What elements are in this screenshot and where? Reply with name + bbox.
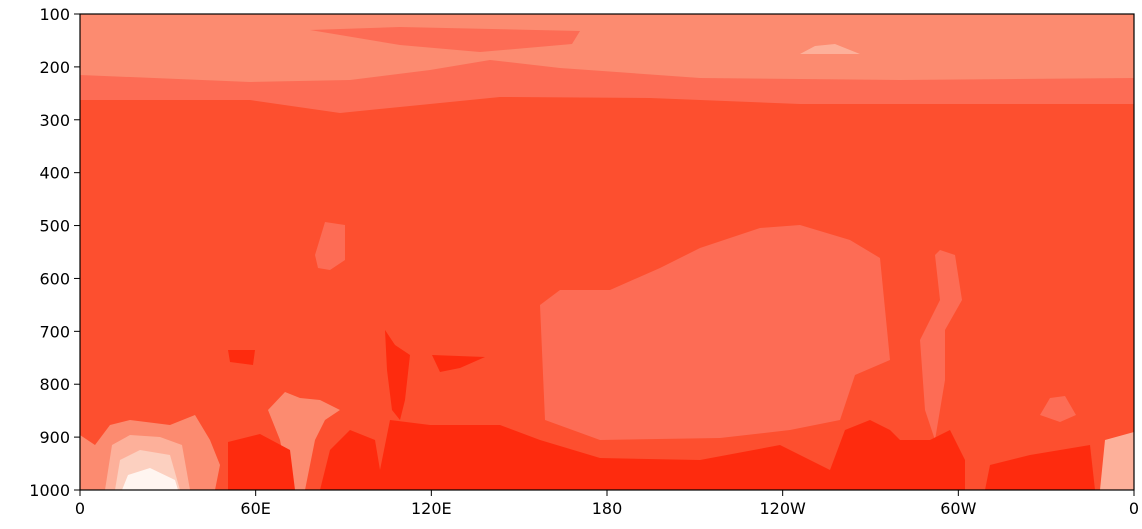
x-tick-label: 120W (759, 499, 806, 518)
x-tick-label: 60E (240, 499, 270, 518)
x-tick-label: 120E (411, 499, 452, 518)
x-tick-label: 0 (1129, 499, 1139, 518)
y-tick-label: 300 (39, 111, 70, 130)
contour-field (79, 13, 1135, 491)
y-tick-label: 200 (39, 58, 70, 77)
y-tick-label: 400 (39, 164, 70, 183)
y-tick-label: 100 (39, 5, 70, 24)
y-tick-label: 600 (39, 269, 70, 288)
y-tick-label: 700 (39, 322, 70, 341)
y-tick-label: 800 (39, 375, 70, 394)
x-tick-label: 180 (592, 499, 623, 518)
x-tick-label: 0 (75, 499, 85, 518)
y-tick-label: 500 (39, 217, 70, 236)
y-tick-label: 1000 (29, 481, 70, 500)
x-tick-label: 60W (940, 499, 976, 518)
y-tick-label: 900 (39, 428, 70, 447)
